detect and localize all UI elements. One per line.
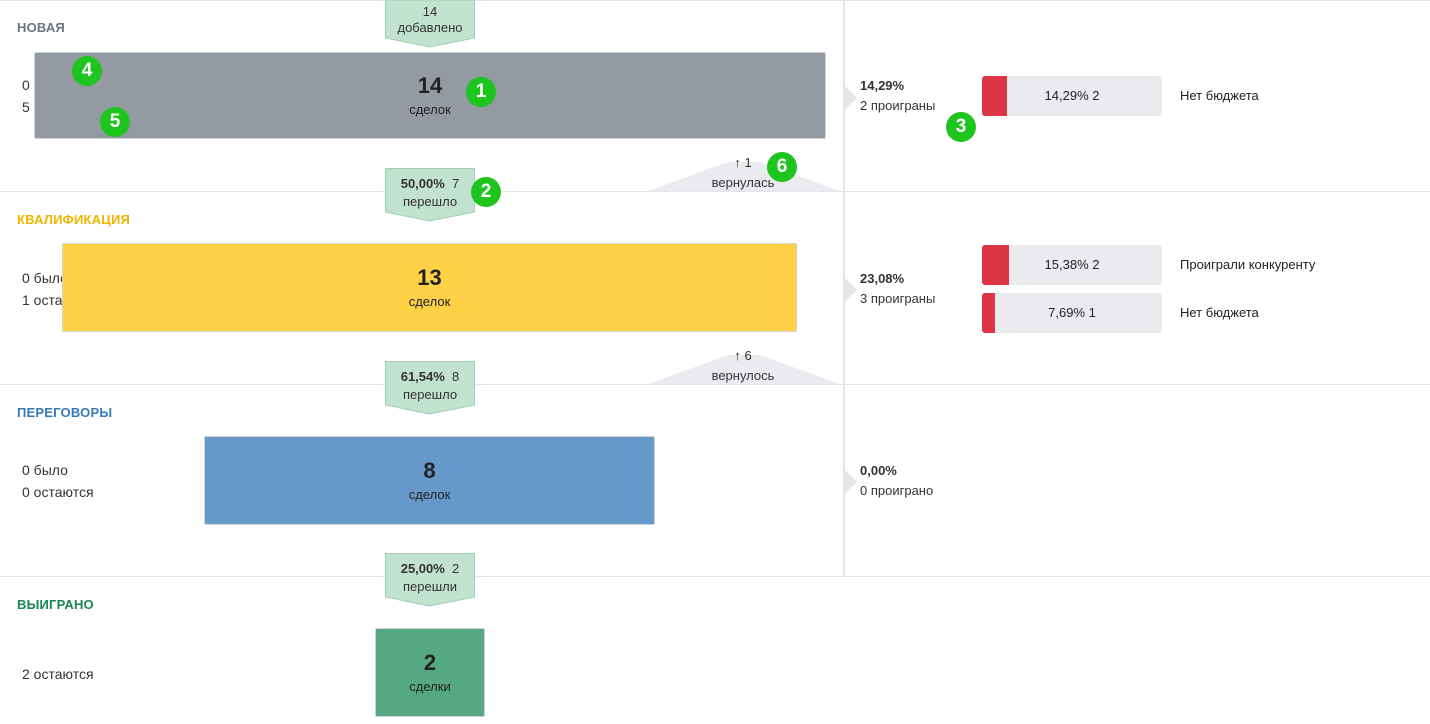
transition-label: перешло: [402, 387, 458, 402]
deal-count: 2: [423, 649, 437, 675]
stage-title-negotiation: ПЕРЕГОВОРЫ: [17, 405, 113, 420]
stage-box-new[interactable]: 14 сделок: [34, 52, 826, 139]
lost-percent: 14,29%: [860, 78, 905, 93]
stage-box-negotiation[interactable]: 8 сделок: [204, 436, 655, 525]
return-value: ↑ 1: [708, 154, 778, 172]
loss-reason-value: 15,38% 2: [1044, 257, 1100, 272]
loss-reason-value: 14,29% 2: [1044, 88, 1100, 103]
deal-unit: сделки: [409, 678, 451, 694]
transition-arrow[interactable]: 50,00% 7 перешло: [385, 168, 475, 222]
transition-count: 7: [452, 176, 460, 191]
loss-fill: [982, 76, 1007, 116]
return-value: ↑ 6: [708, 347, 778, 365]
annotation-marker-2: 2: [471, 177, 501, 207]
arrow-up-icon: ↑: [734, 348, 741, 363]
was-count: 0 было: [22, 462, 68, 478]
transition-arrow[interactable]: 25,00% 2 перешли: [385, 553, 475, 607]
arrow-shape: [385, 361, 475, 415]
was-count: 0 было: [22, 270, 68, 286]
divider: [0, 576, 1430, 577]
arrow-shape: [385, 168, 475, 222]
lost-text: 0 проиграно: [860, 483, 934, 498]
divider: [0, 191, 1430, 192]
return-shape: [648, 355, 840, 384]
return-shape: [648, 162, 840, 191]
transition-arrow[interactable]: 61,54% 8 перешло: [385, 361, 475, 415]
transition-value: 61,54% 8: [385, 369, 475, 385]
return-indicator[interactable]: ↑ 1 вернулась: [648, 152, 840, 192]
lost-text: 3 проиграны: [860, 291, 936, 306]
annotation-marker-3: 3: [946, 112, 976, 142]
arrow-shape: [385, 0, 475, 48]
stage-box-qualification[interactable]: 13 сделок: [62, 243, 797, 332]
annotation-marker-1: 1: [466, 77, 496, 107]
column-divider: [843, 0, 845, 576]
loss-reason-bar[interactable]: 14,29% 2: [982, 76, 1162, 116]
lost-text: 2 проиграны: [860, 98, 936, 113]
remain-count: 2 остаются: [22, 666, 94, 682]
loss-fill: [982, 293, 995, 333]
added-arrow[interactable]: 14 добавлено: [385, 0, 475, 48]
transition-count: 8: [452, 369, 460, 384]
divider: [0, 384, 1430, 385]
arrow-shape: [385, 553, 475, 607]
transition-value: 50,00% 7: [385, 176, 475, 192]
transition-percent: 25,00%: [400, 561, 445, 576]
annotation-marker-6: 6: [767, 152, 797, 182]
divider: [0, 0, 1430, 1]
stage-title-new: НОВАЯ: [17, 20, 65, 35]
lost-percent: 0,00%: [860, 463, 897, 478]
stage-side-info: 0 было 0 остаются: [22, 459, 94, 503]
deal-unit: сделок: [408, 486, 451, 502]
notch-shape: [845, 86, 857, 110]
loss-reason-label: Проиграли конкуренту: [1180, 257, 1316, 272]
loss-reason-value: 7,69% 1: [1048, 305, 1096, 320]
transition-value: 25,00% 2: [385, 561, 475, 577]
loss-reason-label: Нет бюджета: [1180, 88, 1259, 103]
arrow-up-icon: ↑: [734, 155, 741, 170]
transition-percent: 61,54%: [400, 369, 445, 384]
deal-count: 14: [417, 72, 443, 98]
return-count: 1: [744, 155, 752, 170]
deal-unit: сделок: [408, 293, 451, 309]
remain-count: 0 остаются: [22, 484, 94, 500]
transition-label: перешло: [402, 194, 458, 209]
return-count: 6: [744, 348, 752, 363]
transition-count: 2: [452, 561, 460, 576]
notch-shape: [845, 470, 857, 494]
loss-fill: [982, 245, 1009, 285]
added-label: добавлено: [397, 20, 463, 35]
loss-reason-bar[interactable]: 15,38% 2: [982, 245, 1162, 285]
stage-box-won[interactable]: 2 сделки: [375, 628, 485, 717]
deal-count: 8: [423, 457, 436, 483]
stage-side-info: 2 остаются: [22, 663, 94, 685]
return-label: вернулась: [711, 175, 775, 190]
annotation-marker-4: 4: [72, 56, 102, 86]
transition-percent: 50,00%: [400, 176, 445, 191]
notch-shape: [845, 278, 857, 302]
loss-reason-label: Нет бюджета: [1180, 305, 1259, 320]
loss-reason-bar[interactable]: 7,69% 1: [982, 293, 1162, 333]
lost-percent: 23,08%: [860, 271, 905, 286]
stage-title-won: ВЫИГРАНО: [17, 597, 94, 612]
transition-label: перешли: [402, 579, 457, 594]
return-indicator[interactable]: ↑ 6 вернулось: [648, 345, 840, 385]
stage-title-qualification: КВАЛИФИКАЦИЯ: [17, 212, 131, 227]
added-count: 14: [422, 4, 438, 19]
deal-unit: сделок: [409, 101, 451, 117]
return-label: вернулось: [711, 368, 775, 383]
deal-count: 13: [417, 264, 442, 290]
annotation-marker-5: 5: [100, 107, 130, 137]
